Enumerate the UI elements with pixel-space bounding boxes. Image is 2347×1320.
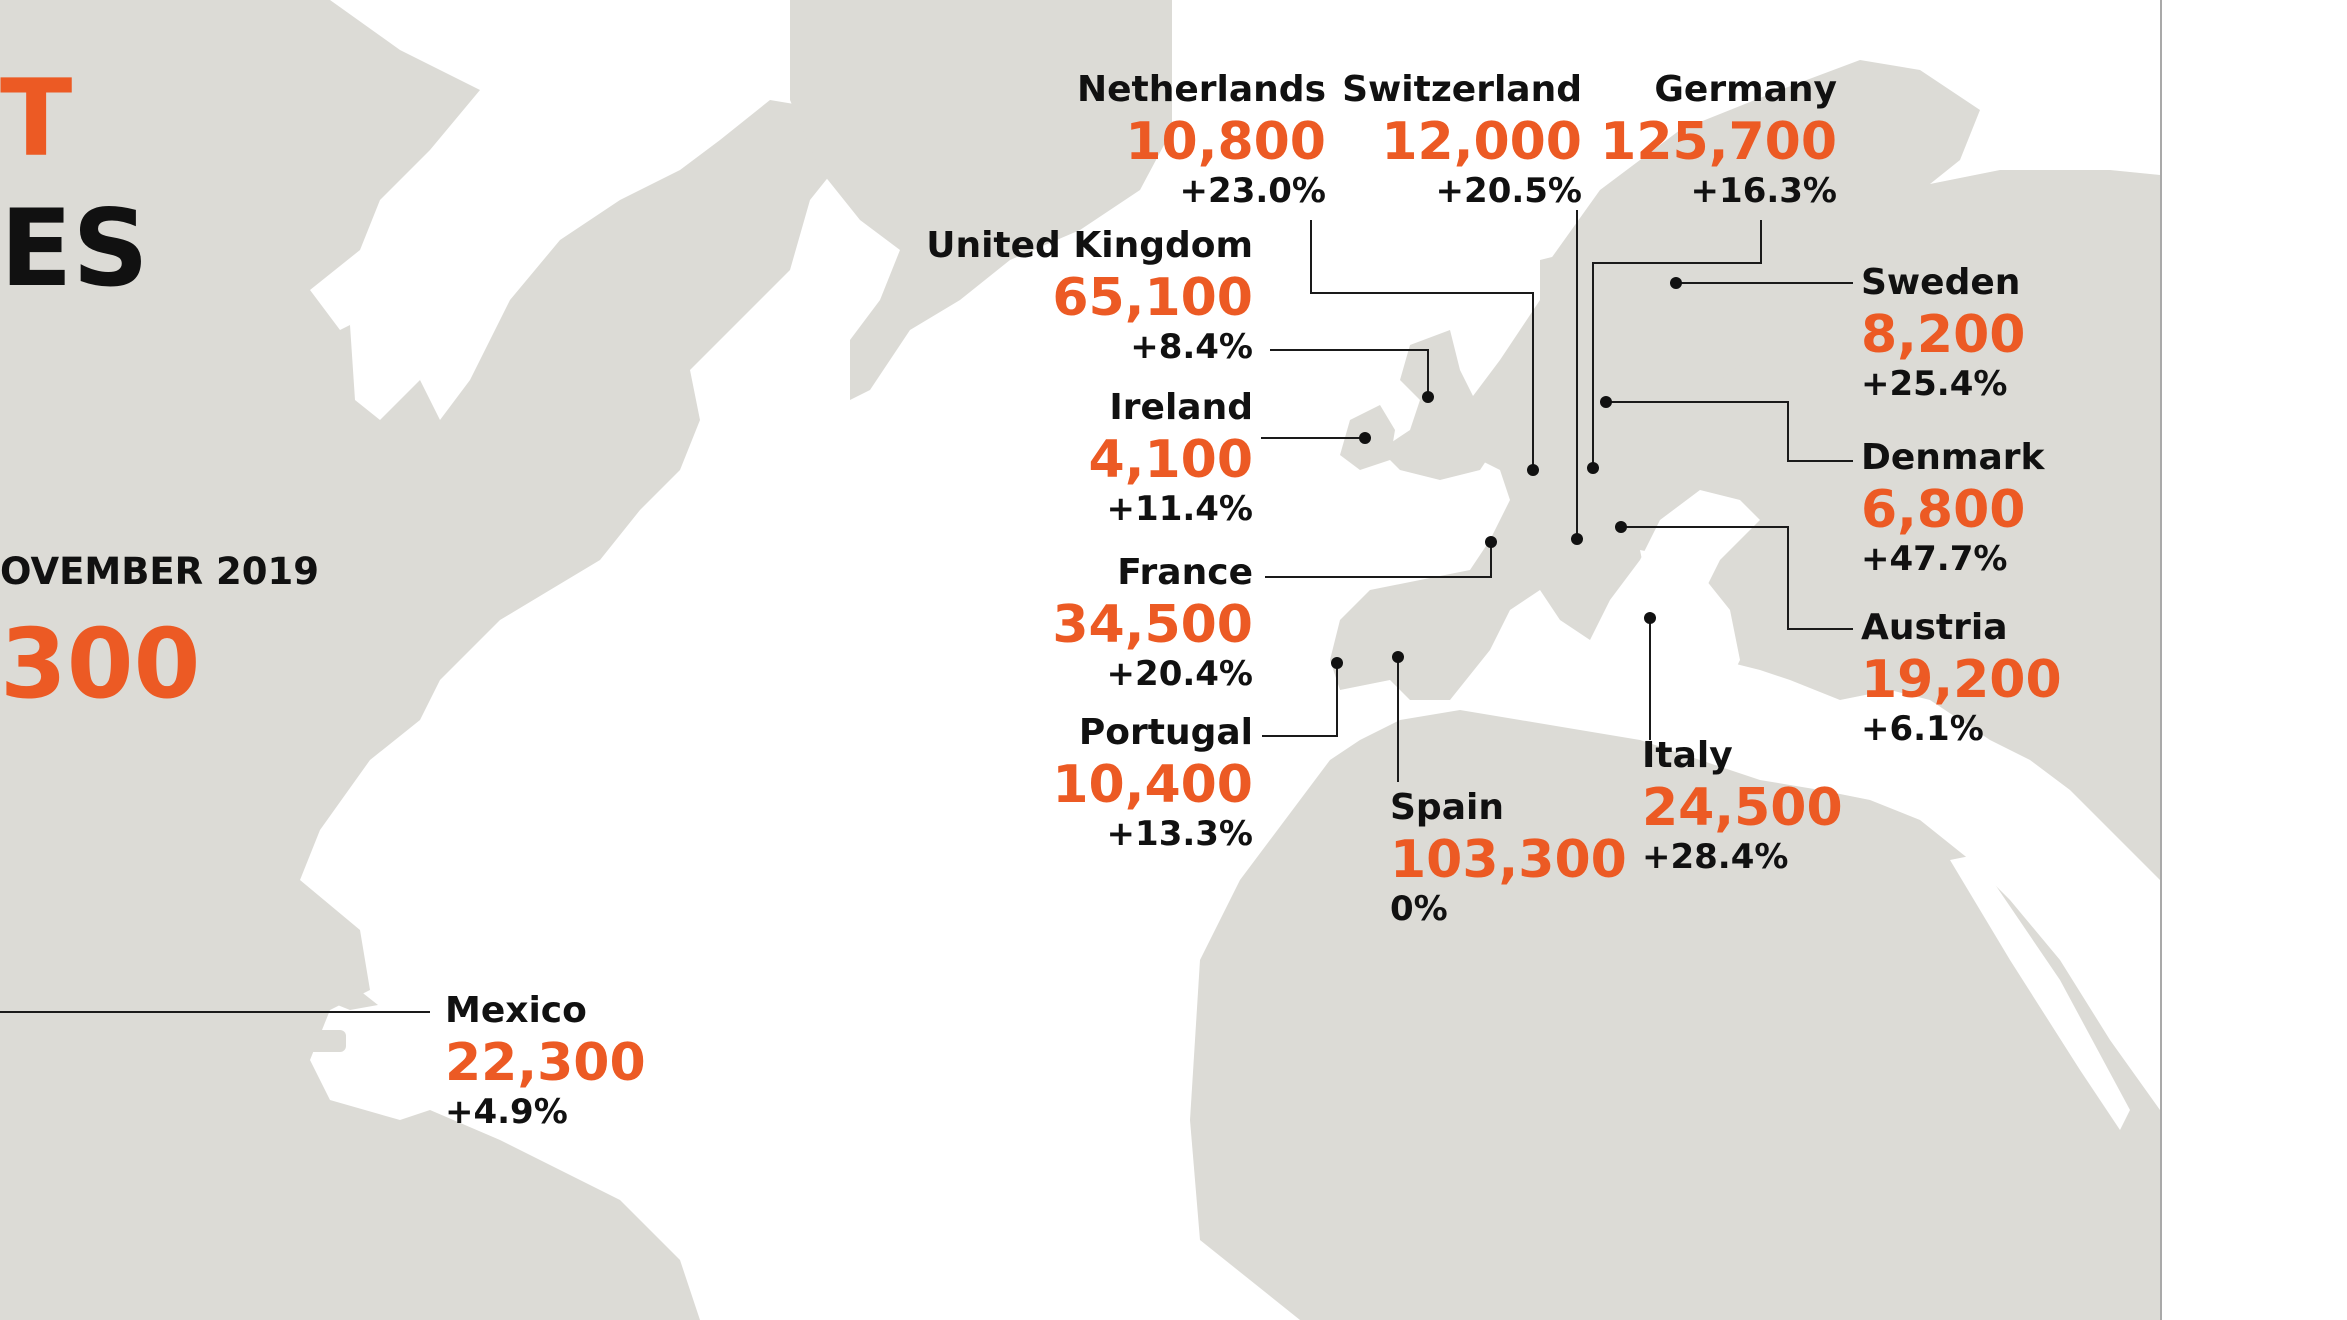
country-name: United Kingdom (926, 225, 1253, 266)
country-change: +8.4% (1130, 327, 1253, 367)
leader-united-kingdom (1270, 349, 1429, 397)
country-change: +6.1% (1861, 709, 1984, 749)
label-austria: Austria 19,200 +6.1% (1861, 607, 2062, 749)
land-masses (0, 0, 2160, 1320)
country-name: Austria (1861, 607, 2008, 648)
country-value: 12,000 (1381, 112, 1582, 172)
country-value: 103,300 (1390, 830, 1627, 890)
country-change: +28.4% (1642, 837, 1789, 877)
country-change: +11.4% (1106, 489, 1253, 529)
country-change: +47.7% (1861, 539, 2008, 579)
label-united-kingdom: United Kingdom 65,100 +8.4% (926, 225, 1253, 367)
label-mexico: Mexico 22,300 +4.9% (445, 990, 646, 1132)
location-dot-netherlands (1527, 464, 1539, 476)
label-sweden: Sweden 8,200 +25.4% (1861, 262, 2026, 404)
country-name: Portugal (1078, 712, 1253, 753)
location-dot-portugal (1331, 657, 1343, 669)
country-name: Spain (1390, 787, 1504, 828)
leader-netherlands (1310, 220, 1534, 470)
label-italy: Italy 24,500 +28.4% (1642, 735, 1843, 877)
country-value: 10,800 (1125, 112, 1326, 172)
leader-germany (1592, 220, 1762, 468)
label-denmark: Denmark 6,800 +47.7% (1861, 437, 2045, 579)
location-dot-france (1485, 536, 1497, 548)
landmass-greenland (790, 0, 1172, 400)
leader-denmark (1606, 401, 1853, 462)
location-dot-italy (1644, 612, 1656, 624)
country-value: 34,500 (1052, 595, 1253, 655)
landmass-africa (1190, 710, 2160, 1320)
hudson-bay (350, 270, 500, 420)
country-name: France (1117, 552, 1253, 593)
landmass-caribbean-island (302, 1030, 346, 1052)
landmass-cuba (228, 950, 378, 1010)
country-change: 0% (1390, 889, 1448, 929)
country-change: +20.5% (1435, 171, 1582, 211)
country-change: +13.3% (1106, 814, 1253, 854)
location-dot-ireland (1359, 432, 1371, 444)
location-dot-germany (1587, 462, 1599, 474)
country-value: 8,200 (1861, 305, 2026, 365)
label-portugal: Portugal 10,400 +13.3% (1052, 712, 1253, 854)
country-value: 4,100 (1088, 430, 1253, 490)
landmass-north-america (0, 0, 850, 1320)
country-value: 19,200 (1861, 650, 2062, 710)
country-change: +4.9% (445, 1092, 568, 1132)
country-name: Ireland (1109, 387, 1253, 428)
total-value: 300 (0, 608, 201, 720)
landmass-scandinavia (1550, 60, 1980, 380)
country-change: +25.4% (1861, 364, 2008, 404)
label-france: France 34,500 +20.4% (1052, 552, 1253, 694)
country-change: +20.4% (1106, 654, 1253, 694)
country-value: 6,800 (1861, 480, 2026, 540)
label-netherlands: Netherlands 10,800 +23.0% (1076, 69, 1326, 211)
location-dot-sweden (1670, 277, 1682, 289)
panel-edge-divider (2160, 0, 2162, 1320)
period-label: OVEMBER 2019 (0, 550, 320, 593)
red-sea (1950, 855, 2130, 1130)
label-spain: Spain 103,300 0% (1390, 787, 1627, 929)
country-value: 65,100 (1052, 268, 1253, 328)
country-name: Germany (1654, 69, 1837, 110)
country-name: Italy (1642, 735, 1733, 776)
country-value: 125,700 (1600, 112, 1837, 172)
leader-portugal (1262, 663, 1338, 737)
location-dot-austria (1615, 521, 1627, 533)
country-name: Denmark (1861, 437, 2045, 478)
title-line-1: T (0, 57, 73, 180)
leader-france (1265, 542, 1492, 578)
adriatic-sea (1640, 550, 1740, 700)
label-germany: Germany 125,700 +16.3% (1600, 69, 1837, 211)
label-ireland: Ireland 4,100 +11.4% (1088, 387, 1253, 529)
country-value: 22,300 (445, 1033, 646, 1093)
country-name: Sweden (1861, 262, 2021, 303)
country-value: 24,500 (1642, 778, 1843, 838)
country-change: +23.0% (1179, 171, 1326, 211)
country-name: Netherlands (1076, 69, 1326, 110)
title-line-2: ES (0, 187, 149, 310)
country-value: 10,400 (1052, 755, 1253, 815)
country-name: Switzerland (1342, 69, 1582, 110)
leader-austria (1621, 526, 1853, 630)
landmass-great-britain (1380, 330, 1500, 480)
location-dot-switzerland (1571, 533, 1583, 545)
landmass-europe (1330, 170, 2160, 880)
country-change: +16.3% (1690, 171, 1837, 211)
country-name: Mexico (445, 990, 587, 1031)
location-dot-spain (1392, 651, 1404, 663)
label-switzerland: Switzerland 12,000 +20.5% (1342, 69, 1582, 211)
location-dot-denmark (1600, 396, 1612, 408)
location-dot-united-kingdom (1422, 391, 1434, 403)
